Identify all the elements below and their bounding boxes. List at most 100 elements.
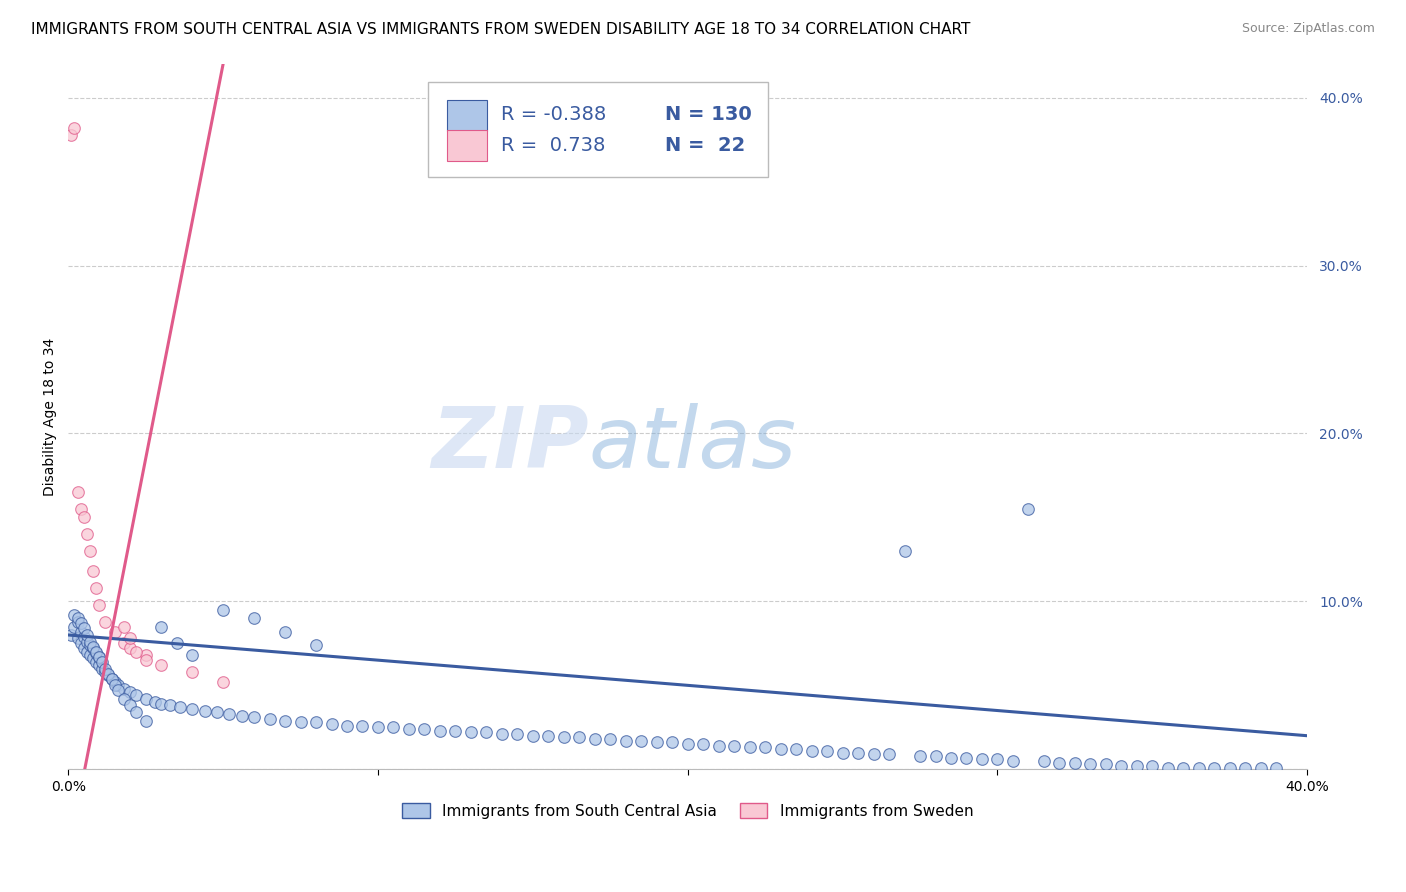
Point: [614, 733, 637, 747]
Point: [84, 645, 107, 659]
Point: [112, 691, 135, 706]
Point: [955, 750, 977, 764]
Point: [707, 739, 730, 753]
Point: [1173, 761, 1195, 775]
Point: [63, 120, 86, 135]
Point: [135, 648, 157, 662]
Text: R =  0.738: R = 0.738: [501, 136, 605, 155]
Point: [76, 645, 98, 659]
Point: [125, 689, 148, 703]
Point: [290, 715, 312, 730]
FancyBboxPatch shape: [447, 130, 486, 161]
Point: [205, 705, 228, 719]
Point: [181, 665, 204, 679]
Point: [1095, 757, 1118, 772]
Point: [630, 733, 652, 747]
Point: [599, 732, 621, 747]
Point: [491, 727, 513, 741]
Point: [553, 731, 575, 745]
Point: [107, 683, 129, 698]
Point: [120, 632, 142, 646]
Point: [1032, 754, 1054, 768]
Point: [321, 717, 343, 731]
Point: [135, 653, 157, 667]
Point: [60, 128, 83, 142]
Point: [1080, 757, 1102, 772]
Point: [69, 502, 91, 516]
Point: [1234, 761, 1257, 775]
Point: [112, 681, 135, 696]
Point: [169, 700, 191, 714]
Point: [73, 641, 96, 656]
Point: [166, 636, 188, 650]
Text: atlas: atlas: [589, 403, 797, 486]
Point: [79, 648, 101, 662]
Point: [1017, 502, 1039, 516]
Point: [91, 662, 114, 676]
Point: [63, 607, 86, 622]
Text: N =  22: N = 22: [665, 136, 745, 155]
Point: [73, 510, 96, 524]
FancyBboxPatch shape: [427, 82, 768, 177]
Point: [274, 624, 297, 639]
Point: [800, 744, 823, 758]
Point: [429, 723, 451, 738]
Point: [135, 714, 157, 728]
Point: [568, 731, 591, 745]
Point: [738, 740, 761, 755]
Point: [66, 611, 89, 625]
Point: [460, 725, 482, 739]
Point: [104, 624, 127, 639]
Point: [150, 658, 173, 673]
Point: [73, 621, 96, 635]
Point: [125, 645, 148, 659]
Point: [76, 634, 98, 648]
Point: [79, 544, 101, 558]
Point: [97, 666, 120, 681]
Text: R = -0.388: R = -0.388: [501, 104, 606, 124]
Point: [112, 619, 135, 633]
Point: [212, 603, 235, 617]
Point: [218, 706, 240, 721]
Point: [66, 615, 89, 629]
Point: [583, 732, 606, 747]
Legend: Immigrants from South Central Asia, Immigrants from Sweden: Immigrants from South Central Asia, Immi…: [396, 797, 979, 825]
Point: [862, 747, 884, 762]
Point: [274, 714, 297, 728]
Point: [76, 628, 98, 642]
Point: [1157, 761, 1180, 775]
Point: [76, 527, 98, 541]
Point: [877, 747, 900, 762]
Point: [120, 685, 142, 699]
Point: [522, 729, 544, 743]
Point: [831, 746, 853, 760]
Point: [893, 544, 915, 558]
Point: [382, 720, 405, 734]
Point: [125, 705, 148, 719]
Point: [1001, 754, 1024, 768]
Point: [69, 636, 91, 650]
Point: [82, 564, 104, 578]
Point: [73, 630, 96, 644]
Point: [150, 619, 173, 633]
Point: [100, 672, 122, 686]
Point: [63, 619, 86, 633]
Point: [120, 641, 142, 656]
Point: [100, 672, 122, 686]
Point: [91, 655, 114, 669]
Point: [723, 739, 745, 753]
Point: [79, 638, 101, 652]
Point: [1188, 761, 1211, 775]
Point: [645, 735, 668, 749]
Text: ZIP: ZIP: [432, 403, 589, 486]
Point: [107, 678, 129, 692]
Text: IMMIGRANTS FROM SOUTH CENTRAL ASIA VS IMMIGRANTS FROM SWEDEN DISABILITY AGE 18 T: IMMIGRANTS FROM SOUTH CENTRAL ASIA VS IM…: [31, 22, 970, 37]
Point: [89, 649, 111, 664]
Point: [1204, 761, 1226, 775]
FancyBboxPatch shape: [447, 100, 486, 131]
Point: [89, 658, 111, 673]
Point: [1142, 759, 1164, 773]
Point: [84, 655, 107, 669]
Point: [94, 662, 117, 676]
Point: [1047, 756, 1070, 770]
